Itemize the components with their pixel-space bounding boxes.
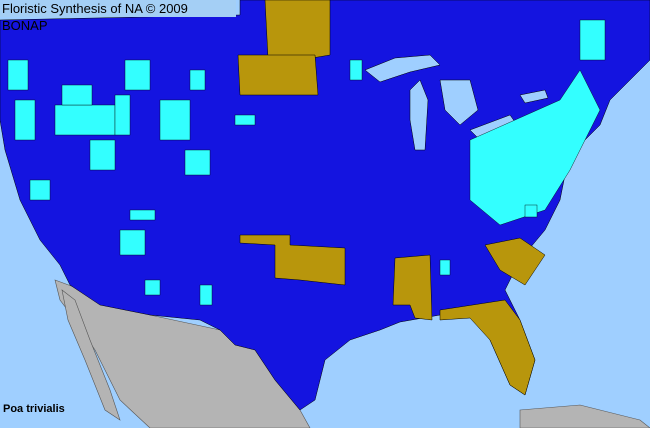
species-label: Poa trivialis (3, 403, 65, 415)
map-title: Floristic Synthesis of NA © 2009 BONAP (0, 0, 236, 33)
gold-states (237, 0, 546, 396)
florida (439, 299, 536, 396)
cuba (519, 404, 650, 428)
north-dakota (237, 54, 319, 96)
native-counties (7, 19, 606, 306)
oklahoma (239, 234, 346, 286)
south-carolina (484, 237, 546, 286)
baja-peninsula (61, 289, 121, 421)
mississippi (392, 254, 433, 321)
great-lakes (364, 54, 549, 151)
minnesota-north (264, 0, 331, 61)
